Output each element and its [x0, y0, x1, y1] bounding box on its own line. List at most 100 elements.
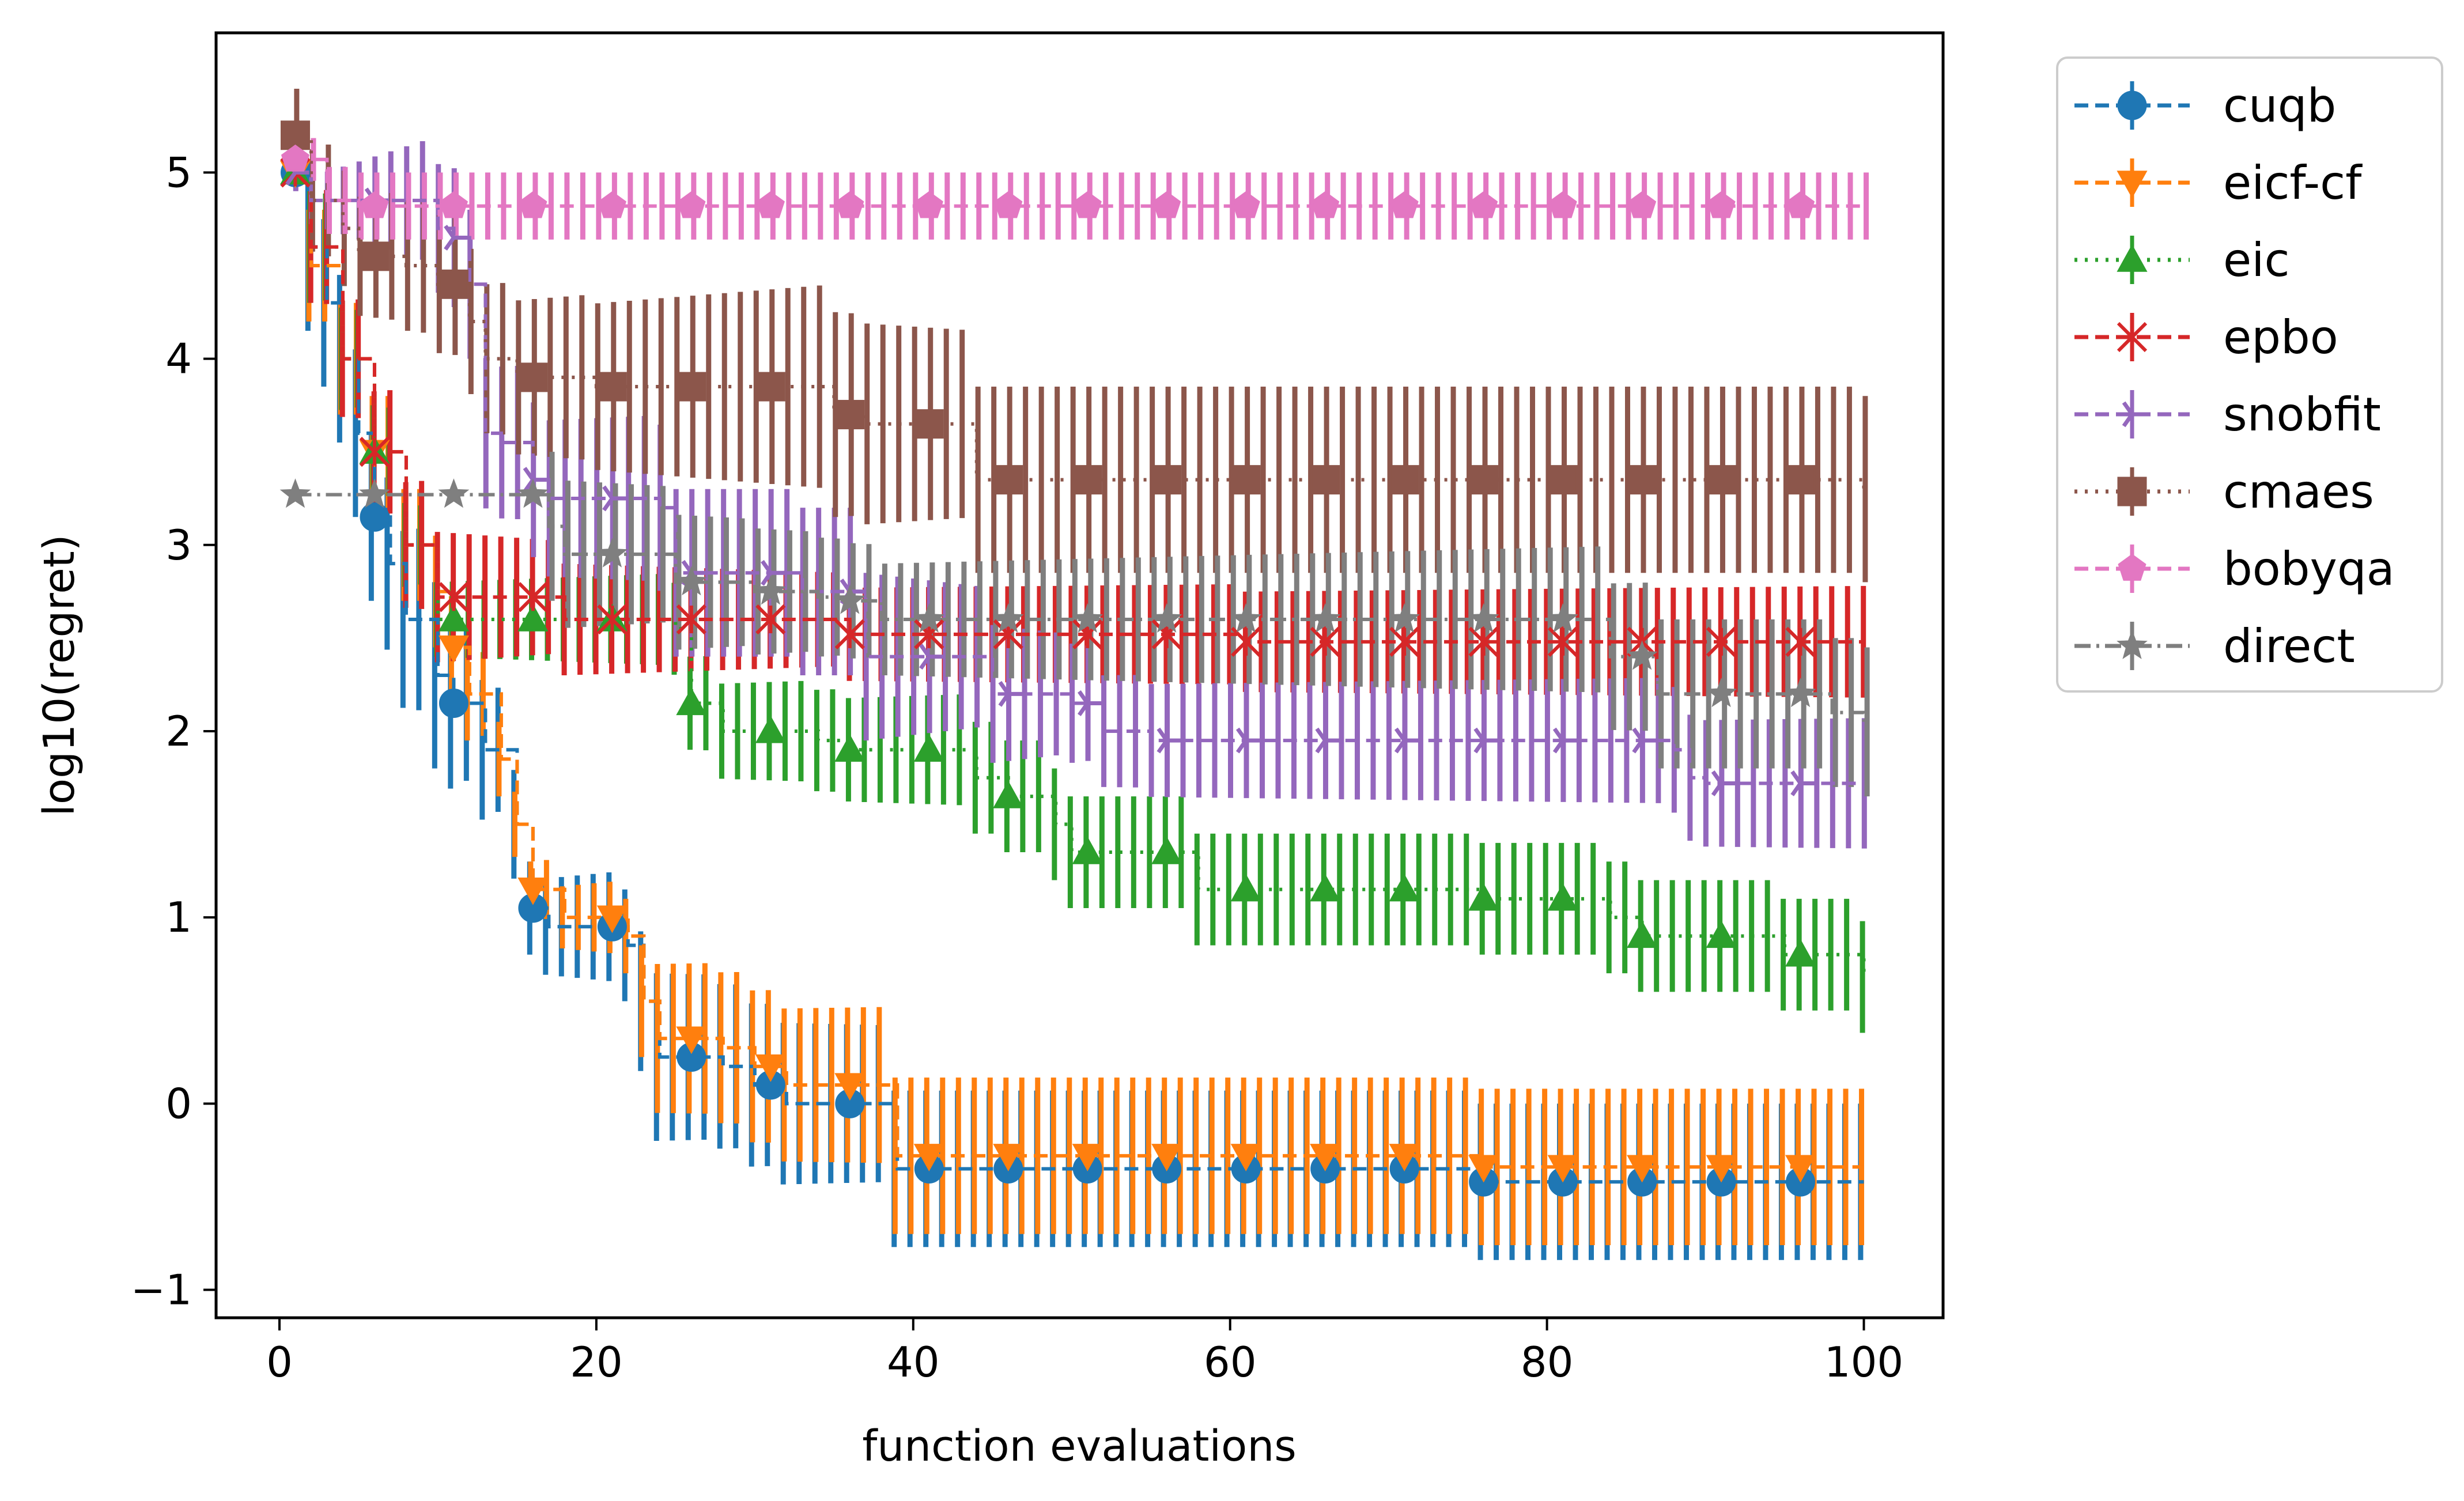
data-point-eic	[834, 734, 866, 762]
x-tick-label: 60	[1204, 1338, 1257, 1386]
data-point-bobyqa	[1073, 191, 1102, 218]
legend: cuqb eicf-cf eic epbo snobfit cmaes bobyqa dire…	[2056, 56, 2443, 693]
data-point-direct	[1547, 603, 1579, 633]
data-point-eicf-cf	[676, 1026, 707, 1054]
legend-label: epbo	[2223, 311, 2338, 364]
data-point-bobyqa	[677, 191, 706, 218]
data-point-bobyqa	[1311, 191, 1340, 218]
data-point-eic	[1389, 874, 1420, 902]
legend-item-snobfit: snobfit	[2074, 388, 2381, 441]
data-point-eicf-cf	[834, 1073, 866, 1101]
data-point-eic	[755, 715, 786, 743]
legend-label: cuqb	[2223, 79, 2336, 133]
data-point-bobyqa	[756, 191, 785, 218]
x-axis: 0 20 40 60 80 100	[266, 1318, 1903, 1386]
data-point-bobyqa	[836, 191, 864, 218]
data-point-eic	[1468, 883, 1499, 911]
data-point-cmaes	[993, 465, 1023, 495]
data-point-cmaes	[1627, 465, 1657, 495]
legend-marker-direct	[2117, 629, 2148, 659]
data-point-direct	[1706, 678, 1737, 708]
data-point-cmaes	[280, 120, 310, 150]
data-point-cuqb	[439, 688, 468, 718]
legend-item-epbo: epbo	[2074, 311, 2338, 364]
data-point-eicf-cf	[438, 635, 469, 663]
legend-label: cmaes	[2223, 465, 2374, 519]
data-point-eicf-cf	[1706, 1155, 1737, 1183]
data-point-bobyqa	[1548, 191, 1577, 218]
data-point-direct	[279, 478, 311, 508]
data-point-epbo	[1706, 626, 1737, 657]
data-point-eicf-cf	[913, 1144, 944, 1171]
data-point-snobfit	[1632, 727, 1656, 754]
data-point-epbo	[1310, 626, 1340, 657]
data-point-epbo	[1231, 626, 1261, 657]
data-point-epbo	[755, 604, 786, 635]
data-point-bobyqa	[281, 144, 310, 172]
legend-item-bobyqa: bobyqa	[2074, 542, 2395, 596]
data-point-direct	[1151, 603, 1182, 633]
x-tick-label: 40	[887, 1338, 940, 1386]
data-point-direct	[596, 538, 628, 568]
data-point-eicf-cf	[1547, 1155, 1578, 1183]
data-point-epbo	[676, 604, 706, 635]
data-point-eicf-cf	[1310, 1144, 1341, 1171]
data-point-bobyqa	[360, 191, 389, 218]
data-point-cmaes	[914, 409, 944, 439]
legend-marker-cuqb	[2117, 90, 2147, 120]
legend-item-eicf-cf: eicf-cf	[2074, 156, 2363, 210]
data-point-bobyqa	[1390, 191, 1419, 218]
data-point-direct	[1468, 603, 1499, 633]
data-point-eic	[517, 603, 549, 632]
legend-marker-epbo	[2117, 322, 2148, 353]
data-point-eicf-cf	[1627, 1155, 1658, 1183]
data-point-snobfit	[998, 680, 1022, 707]
data-point-snobfit	[919, 644, 943, 670]
data-point-eic	[1230, 874, 1261, 902]
data-point-eic	[1785, 939, 1816, 967]
data-point-epbo	[597, 604, 628, 635]
data-point-bobyqa	[519, 191, 547, 218]
data-point-eic	[438, 603, 469, 632]
data-point-cmaes	[439, 269, 468, 299]
legend-frame	[2056, 56, 2443, 693]
data-point-bobyqa	[1152, 191, 1181, 218]
series-line-epbo	[295, 171, 1864, 644]
data-point-snobfit	[1394, 727, 1419, 754]
data-point-eicf-cf	[1230, 1144, 1261, 1171]
data-point-eicf-cf	[1389, 1144, 1420, 1171]
legend-label: snobfit	[2223, 388, 2381, 441]
data-point-eic	[1151, 836, 1182, 864]
data-point-epbo	[834, 619, 865, 650]
legend-marker-bobyqa	[2118, 554, 2146, 581]
y-tick-label: 2	[165, 707, 192, 755]
legend-marker-snobfit	[2122, 401, 2146, 428]
legend-marker-eicf-cf	[2117, 171, 2148, 199]
error-bars-bobyqa	[294, 138, 1869, 240]
legend-label: eic	[2223, 233, 2289, 287]
data-point-snobfit	[1157, 727, 1181, 754]
data-point-snobfit	[444, 225, 468, 251]
data-point-direct	[1309, 603, 1341, 633]
data-point-cmaes	[1706, 465, 1736, 495]
data-point-direct	[913, 603, 945, 633]
data-point-epbo	[359, 437, 390, 467]
data-point-bobyqa	[439, 191, 468, 218]
data-point-eic	[1310, 874, 1341, 902]
data-point-eic	[993, 780, 1024, 808]
y-tick-label: 0	[165, 1079, 192, 1128]
data-point-cmaes	[597, 372, 627, 402]
data-point-cmaes	[1310, 465, 1340, 495]
data-point-cmaes	[1152, 465, 1182, 495]
markers-cmaes	[280, 120, 1816, 495]
data-point-cmaes	[360, 241, 390, 271]
data-point-eicf-cf	[1151, 1144, 1182, 1171]
data-point-snobfit	[1473, 727, 1498, 754]
x-tick-label: 0	[266, 1338, 293, 1386]
legend-label: direct	[2223, 619, 2355, 673]
legend-marker-eic	[2117, 244, 2148, 272]
y-axis: −1 0 1 2 3 4 5	[131, 148, 216, 1314]
data-point-bobyqa	[994, 191, 1023, 218]
data-point-cmaes	[1548, 465, 1578, 495]
